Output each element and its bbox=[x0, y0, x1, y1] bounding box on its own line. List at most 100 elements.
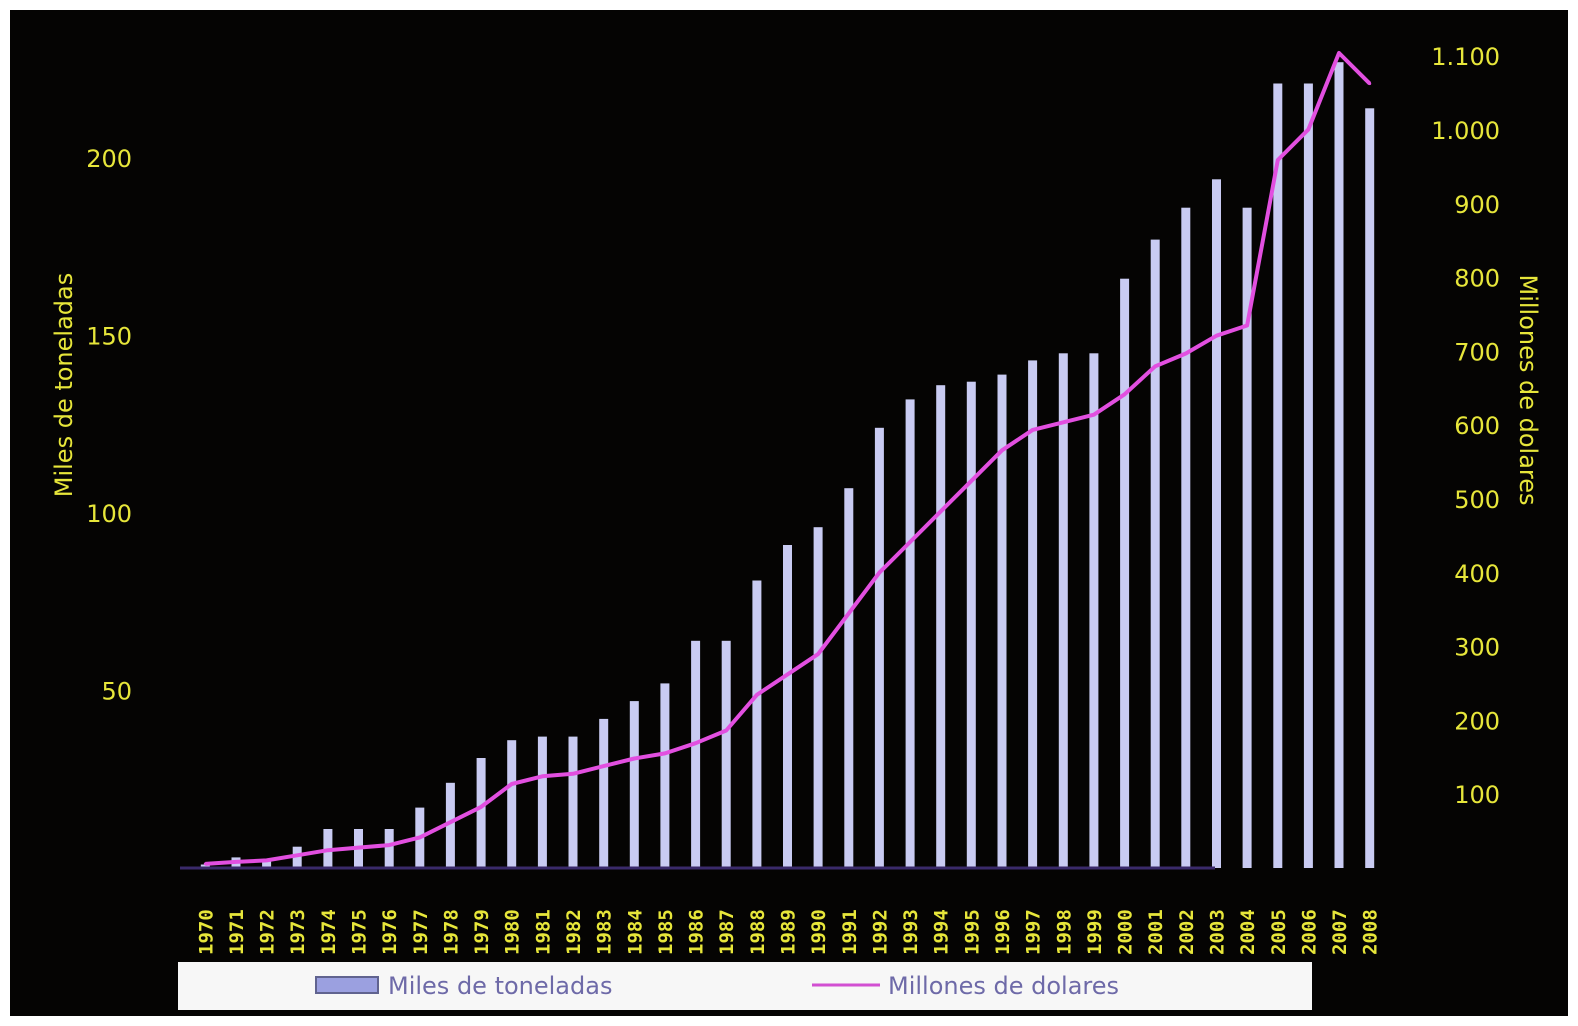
line-point-1999 bbox=[1092, 413, 1096, 417]
x-tick-label: 1975 bbox=[349, 909, 371, 955]
line-point-1974 bbox=[326, 848, 330, 852]
legend-bar-label: Miles de toneladas bbox=[388, 972, 612, 1000]
x-tick-label: 2004 bbox=[1237, 909, 1259, 955]
bar-1992 bbox=[874, 427, 884, 868]
x-tick-label: 1998 bbox=[1053, 909, 1075, 955]
line-point-2001 bbox=[1153, 364, 1157, 368]
bar-2004 bbox=[1242, 207, 1252, 868]
right-axis-title: Millones de dolares bbox=[1514, 274, 1542, 505]
bar-2005 bbox=[1273, 83, 1283, 868]
bar-1976 bbox=[384, 829, 394, 868]
bar-2007 bbox=[1334, 62, 1344, 868]
x-tick-label: 2007 bbox=[1329, 909, 1351, 955]
x-tick-label: 1992 bbox=[869, 909, 891, 955]
bar-1978 bbox=[445, 782, 455, 868]
x-tick-label: 2002 bbox=[1176, 909, 1198, 955]
x-tick-label: 1984 bbox=[624, 909, 646, 955]
bar-1986 bbox=[691, 640, 701, 868]
bar-1988 bbox=[752, 580, 762, 868]
right-tick-label: 1.000 bbox=[1431, 117, 1500, 145]
x-tick-label: 2003 bbox=[1207, 909, 1229, 955]
x-tick-label: 1993 bbox=[900, 909, 922, 955]
right-tick-label: 300 bbox=[1454, 634, 1500, 662]
right-tick-label: 500 bbox=[1454, 486, 1500, 514]
right-tick-label: 800 bbox=[1454, 265, 1500, 293]
x-tick-label: 1988 bbox=[747, 909, 769, 955]
bar-1993 bbox=[905, 399, 915, 868]
x-tick-label: 2005 bbox=[1268, 909, 1290, 955]
line-point-1977 bbox=[418, 835, 422, 839]
line-point-1975 bbox=[357, 846, 360, 850]
bar-1984 bbox=[629, 701, 639, 868]
line-point-1982 bbox=[571, 772, 575, 776]
bar-1995 bbox=[966, 381, 976, 868]
bar-2003 bbox=[1212, 179, 1221, 869]
bar-1990 bbox=[813, 527, 823, 868]
bar-1970 bbox=[200, 864, 210, 868]
x-tick-label: 2000 bbox=[1115, 909, 1137, 955]
line-point-2008 bbox=[1368, 82, 1372, 86]
bar-1980 bbox=[507, 740, 517, 868]
x-tick-label: 1977 bbox=[410, 909, 432, 955]
line-point-1993 bbox=[908, 540, 912, 544]
x-tick-label: 1996 bbox=[992, 909, 1014, 955]
line-point-1988 bbox=[755, 693, 759, 697]
bar-2006 bbox=[1303, 83, 1313, 868]
x-tick-label: 1970 bbox=[195, 909, 217, 955]
left-axis-ticks: 50 100 150 200 bbox=[86, 145, 132, 706]
line-point-2000 bbox=[1123, 392, 1127, 396]
bar-1987 bbox=[721, 640, 731, 868]
line-point-1995 bbox=[969, 479, 973, 483]
line-point-1989 bbox=[786, 672, 789, 676]
legend-line-label: Millones de dolares bbox=[888, 972, 1119, 1000]
line-point-2004 bbox=[1245, 324, 1249, 327]
line-point-1987 bbox=[724, 729, 728, 732]
line-point-1971 bbox=[234, 860, 238, 864]
line-point-1980 bbox=[510, 782, 514, 786]
line-point-1997 bbox=[1031, 428, 1035, 432]
x-tick-label: 2001 bbox=[1145, 909, 1167, 955]
left-tick-label: 50 bbox=[101, 678, 132, 706]
legend: Miles de toneladas Millones de dolares bbox=[178, 962, 1312, 1010]
line-point-1994 bbox=[939, 509, 943, 513]
x-tick-label: 2006 bbox=[1298, 909, 1320, 955]
x-tick-label: 1997 bbox=[1023, 909, 1045, 955]
x-tick-label: 1971 bbox=[226, 909, 248, 955]
line-point-1986 bbox=[694, 741, 698, 745]
bar-2008 bbox=[1365, 108, 1375, 869]
x-tick-label: 1979 bbox=[471, 909, 493, 955]
line-point-1998 bbox=[1061, 420, 1065, 424]
bar-1989 bbox=[783, 545, 792, 868]
line-point-1970 bbox=[203, 862, 207, 866]
line-point-1973 bbox=[295, 853, 299, 857]
x-tick-label: 1980 bbox=[502, 909, 524, 955]
x-tick-label: 1974 bbox=[318, 909, 340, 955]
line-point-1983 bbox=[602, 764, 606, 768]
line-point-1996 bbox=[1000, 448, 1004, 452]
x-tick-label: 1990 bbox=[808, 909, 830, 955]
x-tick-label: 2008 bbox=[1360, 909, 1382, 955]
line-point-1991 bbox=[847, 611, 851, 615]
x-axis-ticks: 1970 1971 1972 1973 1974 1975 1976 1977 1978 1979… bbox=[195, 909, 1381, 955]
right-tick-label: 600 bbox=[1454, 412, 1500, 440]
bar-1996 bbox=[997, 374, 1007, 868]
bar-2001 bbox=[1150, 239, 1160, 869]
line-point-1976 bbox=[387, 843, 391, 847]
right-tick-label: 400 bbox=[1454, 560, 1500, 588]
x-tick-label: 1986 bbox=[686, 909, 708, 955]
bar-series-group bbox=[180, 62, 1375, 870]
bar-1999 bbox=[1089, 353, 1099, 869]
line-point-2002 bbox=[1184, 352, 1188, 355]
x-tick-label: 1985 bbox=[655, 909, 677, 955]
line-series-group bbox=[203, 51, 1372, 866]
bar-1979 bbox=[476, 758, 486, 868]
x-tick-label: 1983 bbox=[594, 909, 616, 955]
x-tick-label: 1981 bbox=[532, 909, 554, 955]
bar-1983 bbox=[599, 718, 609, 868]
x-tick-label: 1973 bbox=[287, 909, 309, 955]
bar-1997 bbox=[1028, 360, 1038, 868]
x-tick-label: 1987 bbox=[716, 909, 738, 955]
line-point-2006 bbox=[1306, 127, 1310, 131]
line-point-1990 bbox=[816, 652, 820, 656]
